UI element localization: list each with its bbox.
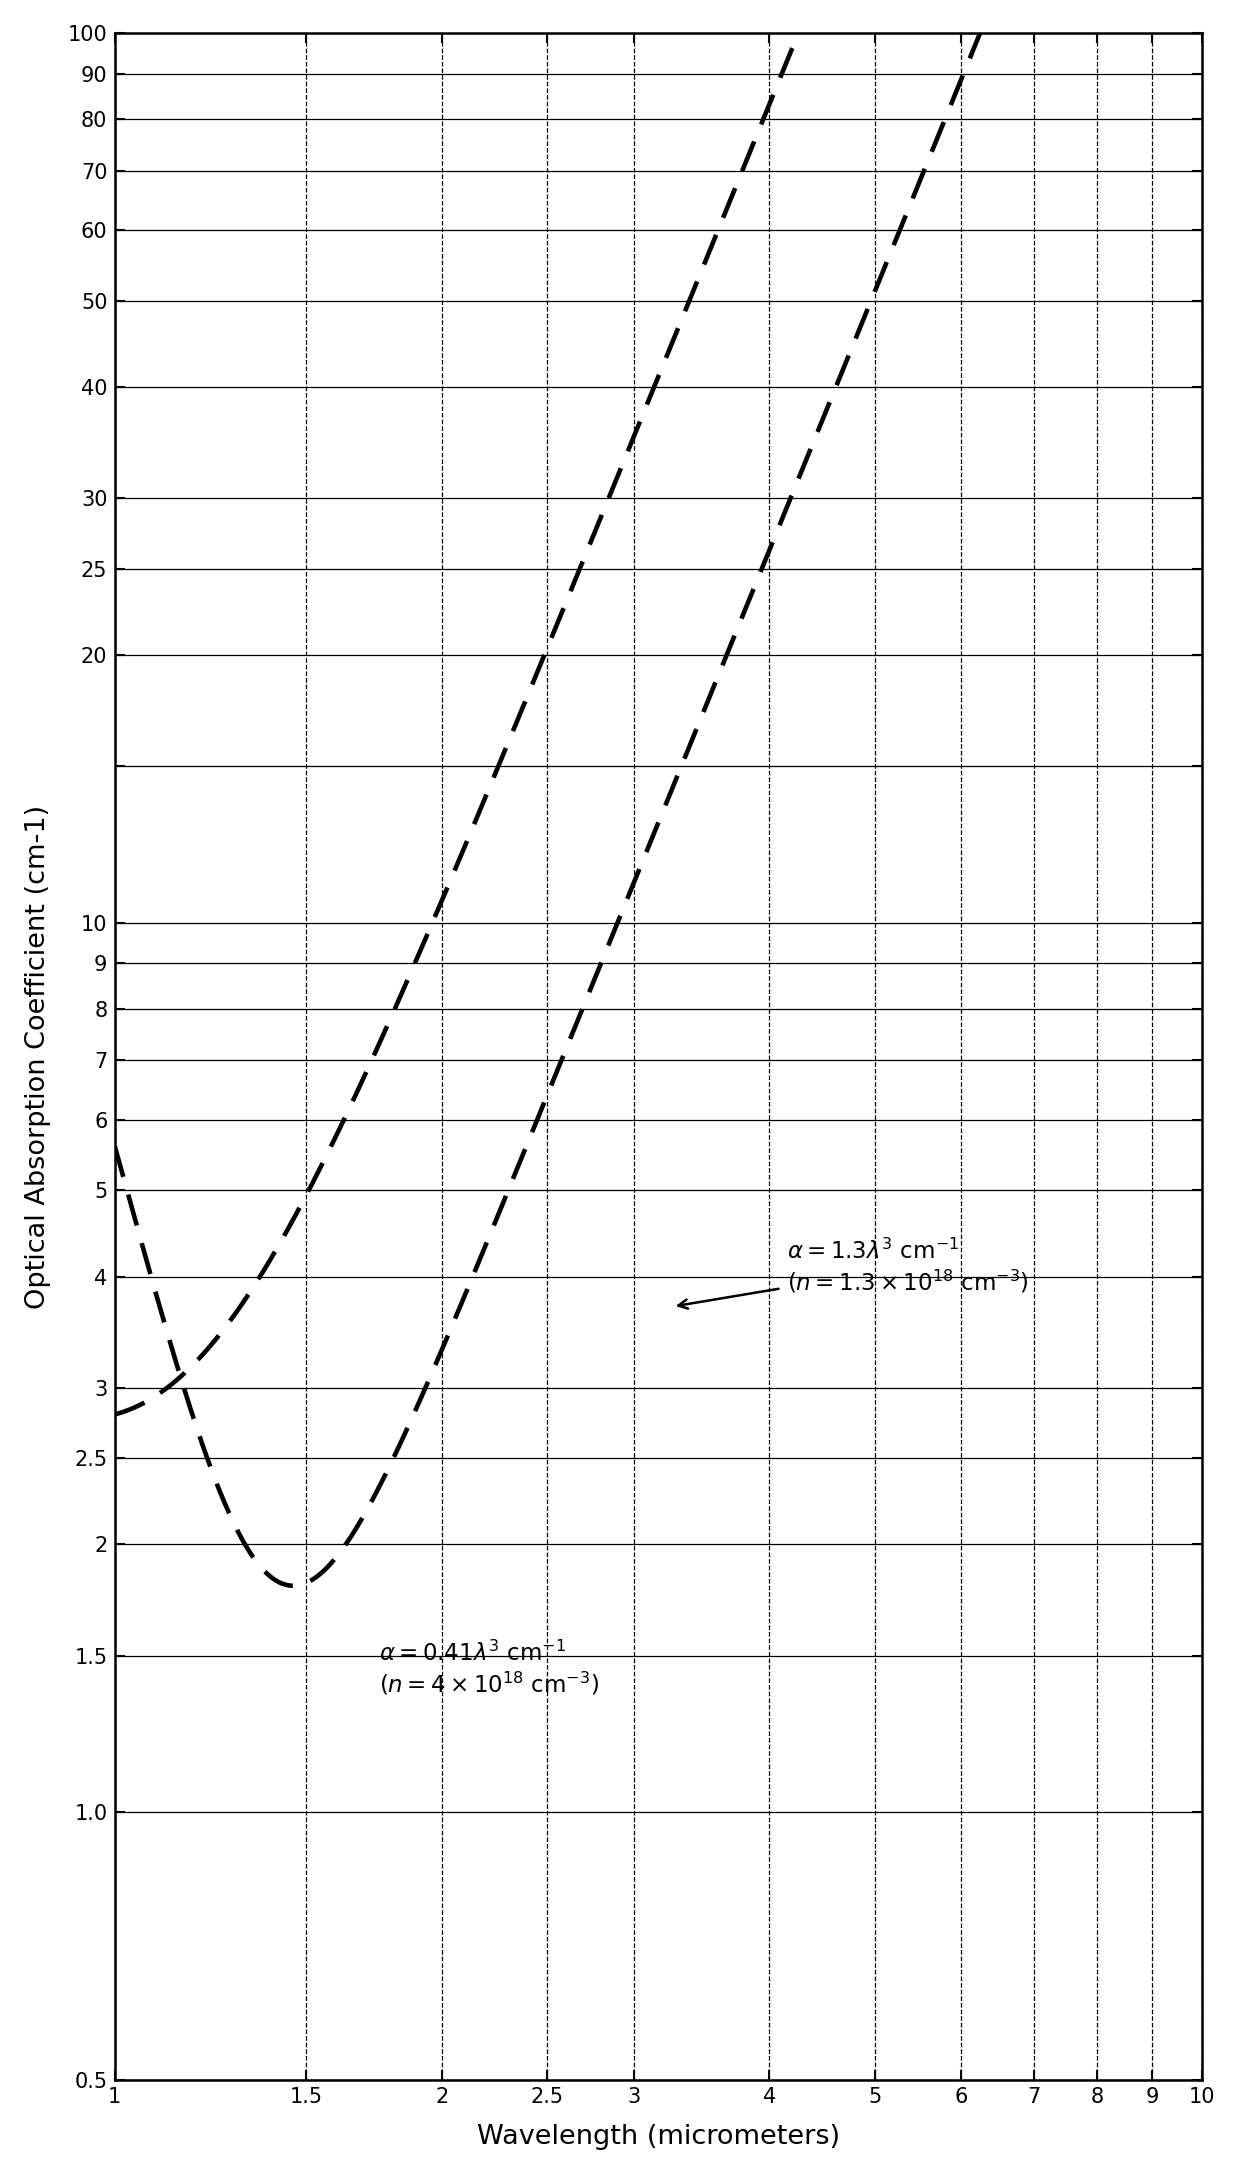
Text: $\alpha=0.41\lambda^3$ cm$^{-1}$
$(n=4\times10^{18}$ cm$^{-3})$: $\alpha=0.41\lambda^3$ cm$^{-1}$ $(n=4\t… (379, 1640, 599, 1696)
X-axis label: Wavelength (micrometers): Wavelength (micrometers) (476, 2125, 839, 2151)
Text: $\alpha=1.3\lambda^3$ cm$^{-1}$
$(n=1.3\times10^{18}$ cm$^{-3})$: $\alpha=1.3\lambda^3$ cm$^{-1}$ $(n=1.3\… (678, 1240, 1028, 1309)
Y-axis label: Optical Absorption Coefficient (cm-1): Optical Absorption Coefficient (cm-1) (25, 805, 51, 1309)
